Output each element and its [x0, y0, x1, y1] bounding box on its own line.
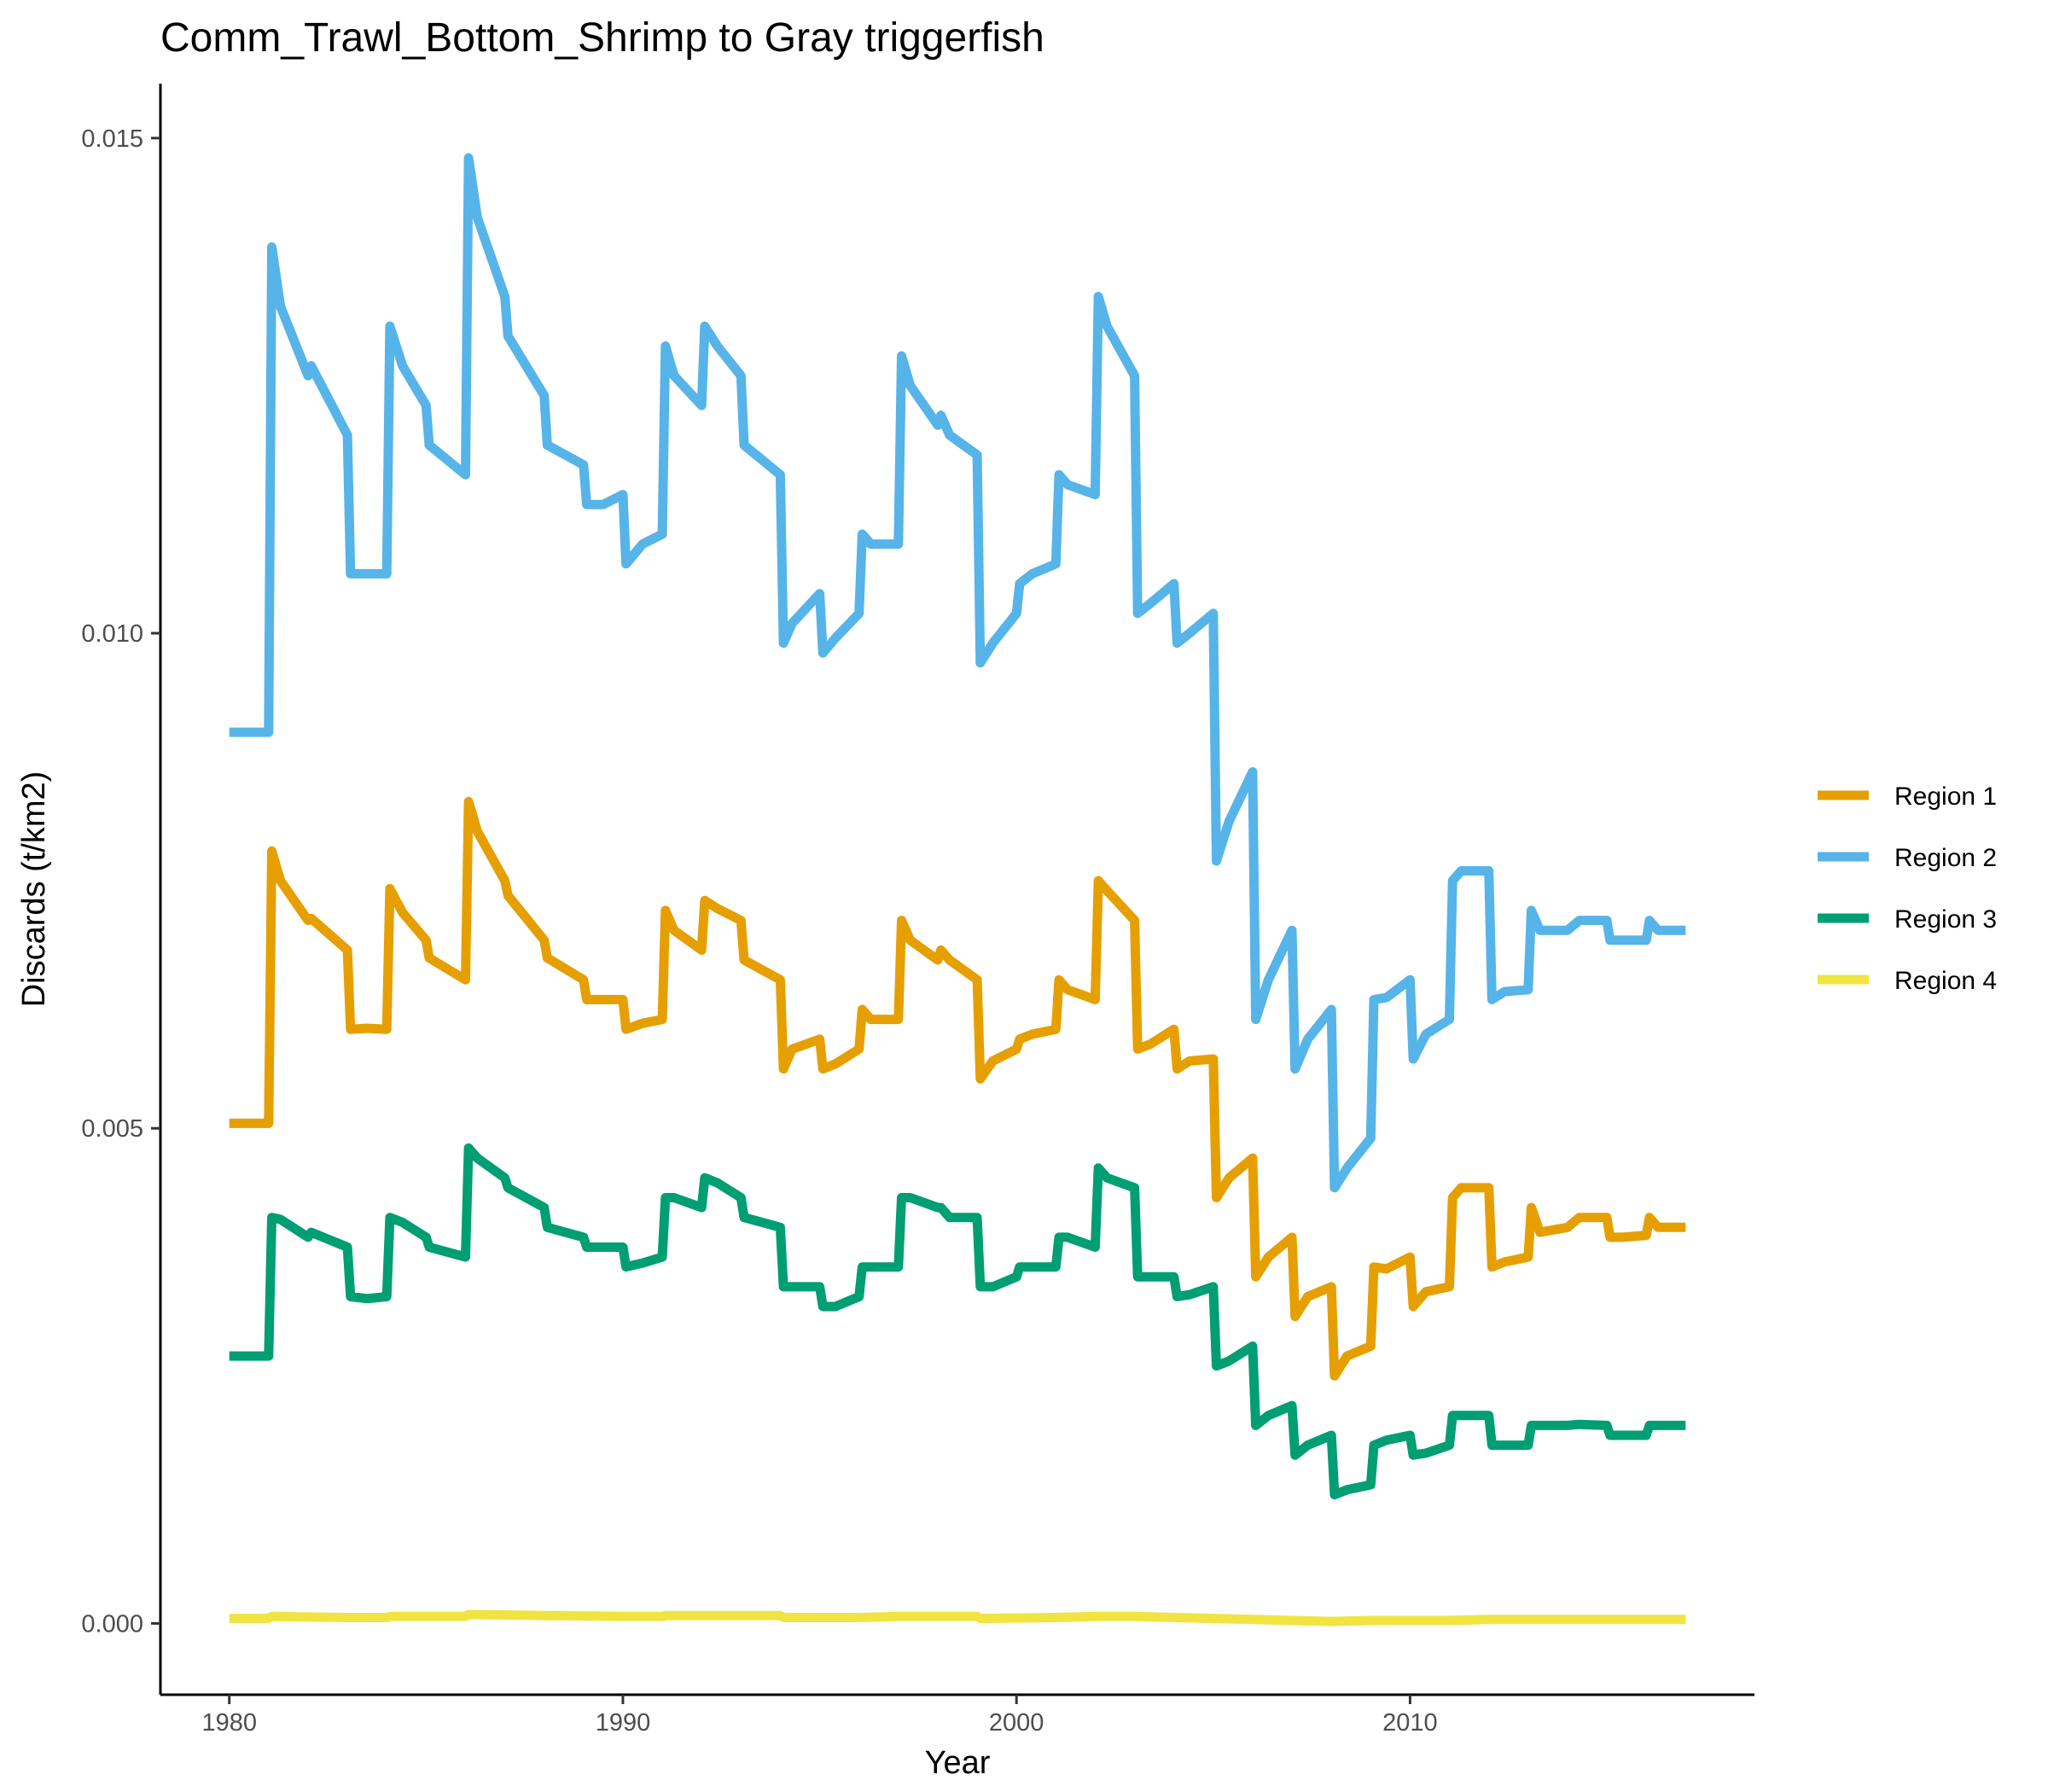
chart-title: Comm_Trawl_Bottom_Shrimp to Gray trigger…	[160, 15, 1044, 61]
x-tick-label: 2000	[989, 1709, 1044, 1737]
legend-label: Region 4	[1894, 967, 1997, 995]
y-axis-title: Discards (t/km2)	[16, 771, 52, 1008]
legend-item-region-1: Region 1	[1818, 783, 1997, 811]
series-line-region-3	[229, 1143, 1686, 1500]
legend-item-region-3: Region 3	[1818, 905, 1997, 934]
legend-label: Region 1	[1894, 783, 1997, 811]
x-tick-label: 2010	[1382, 1709, 1438, 1737]
x-tick-label: 1980	[201, 1709, 257, 1737]
y-axis-ticks: 0.000 0.005 0.010 0.015	[81, 125, 160, 1638]
legend-item-region-2: Region 2	[1818, 844, 1997, 872]
legend: Region 1 Region 2 Region 3 Region 4	[1818, 783, 1997, 995]
x-axis-ticks: 1980 1990 2000 2010	[201, 1695, 1438, 1737]
series-line-region-4	[229, 1609, 1686, 1626]
plot-area	[229, 153, 1686, 1626]
legend-label: Region 2	[1894, 844, 1997, 872]
x-axis-title: Year	[925, 1745, 991, 1781]
series-line-region-2	[229, 153, 1686, 1193]
x-tick-label: 1990	[596, 1709, 651, 1737]
y-tick-label: 0.010	[81, 620, 143, 648]
series-layer	[229, 153, 1686, 1626]
legend-item-region-4: Region 4	[1818, 967, 1997, 995]
legend-label: Region 3	[1894, 905, 1997, 934]
series-line-region-1	[229, 796, 1686, 1381]
y-tick-label: 0.000	[81, 1610, 143, 1638]
y-tick-label: 0.005	[81, 1115, 143, 1143]
y-tick-label: 0.015	[81, 125, 143, 153]
